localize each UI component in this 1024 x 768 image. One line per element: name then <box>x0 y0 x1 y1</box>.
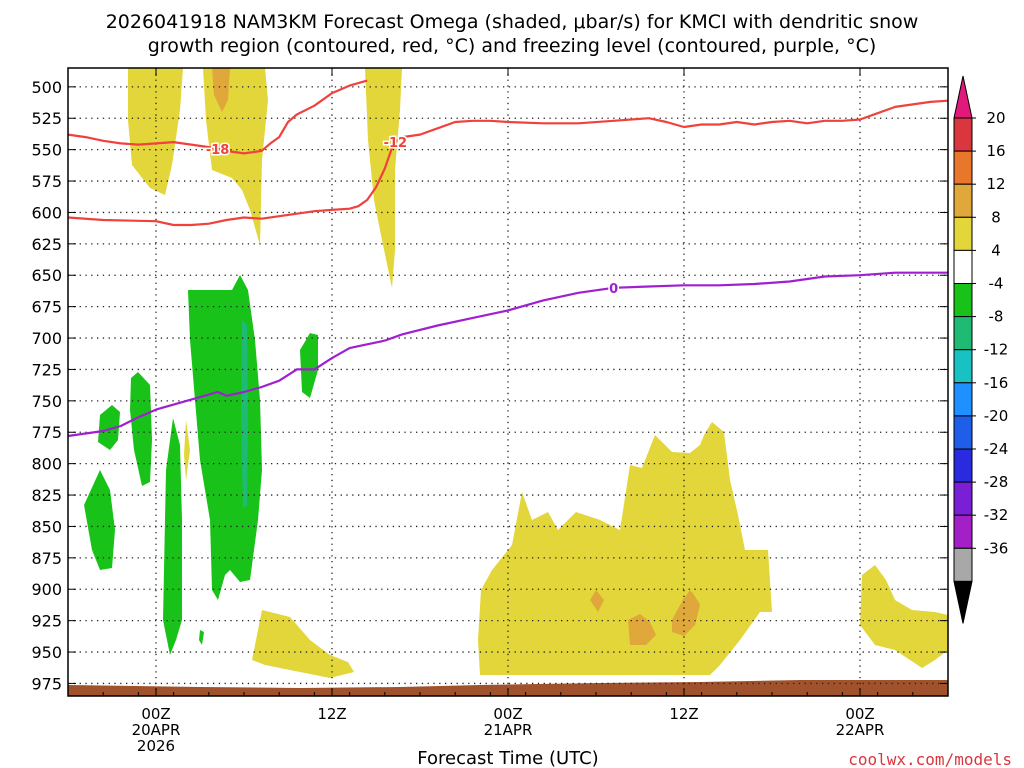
colorbar-top-arrow <box>953 75 973 119</box>
colorbar: 20 16 12 8 4 -4 -8 -12 -16 -20 -24 -28 -32 -36 <box>953 75 1009 624</box>
contour-line <box>67 79 368 155</box>
colorbar-swatch <box>953 216 973 251</box>
x-tick-label: 12Z <box>317 705 346 723</box>
y-tick-label: 575 <box>31 172 62 191</box>
x-tick-label: 21APR <box>484 721 533 739</box>
y-tick-label: 900 <box>31 580 62 599</box>
omega-negative-region <box>84 470 115 570</box>
y-tick-label: 650 <box>31 266 62 285</box>
colorbar-swatch <box>953 349 973 384</box>
colorbar-label: 12 <box>986 175 1005 193</box>
colorbar-label: -16 <box>984 374 1009 392</box>
colorbar-label: -20 <box>984 407 1009 425</box>
colorbar-label: 4 <box>991 241 1001 259</box>
y-tick-label: 525 <box>31 109 62 128</box>
omega-shading <box>68 68 948 696</box>
colorbar-swatch <box>953 117 973 152</box>
omega-negative-region <box>98 405 120 450</box>
colorbar-label: -24 <box>984 440 1009 458</box>
omega-positive-region <box>252 610 354 678</box>
x-tick-label: 22APR <box>836 721 885 739</box>
omega-positive-region <box>203 68 268 245</box>
gridlines <box>68 68 948 696</box>
y-tick-label: 550 <box>31 141 62 160</box>
omega-positive-region <box>860 565 948 668</box>
colorbar-label: 8 <box>991 208 1001 226</box>
omega-negative-region <box>188 275 262 600</box>
omega-negative-region <box>199 630 204 645</box>
contour-label: 0 <box>609 282 618 297</box>
x-tick-label: 00Z <box>493 705 522 723</box>
y-tick-label: 600 <box>31 203 62 222</box>
x-tick-label: 2026 <box>137 737 175 755</box>
colorbar-swatch <box>953 547 973 582</box>
omega-negative-region <box>130 372 152 486</box>
y-tick-label: 750 <box>31 392 62 411</box>
colorbar-swatch <box>953 183 973 218</box>
y-tick-label: 775 <box>31 423 62 442</box>
omega-positive-region <box>365 68 402 288</box>
colorbar-label: 16 <box>986 142 1005 160</box>
y-tick-label: 800 <box>31 455 62 474</box>
omega-positive-region <box>478 422 772 675</box>
contour-label: -12 <box>384 136 408 151</box>
omega-strong-negative-region <box>241 320 248 508</box>
y-tick-label: 500 <box>31 78 62 97</box>
colorbar-swatch <box>953 283 973 318</box>
y-tick-label: 700 <box>31 329 62 348</box>
colorbar-swatch <box>953 249 973 284</box>
colorbar-swatch <box>953 415 973 450</box>
colorbar-swatch <box>953 481 973 516</box>
x-tick-label: 20APR <box>132 721 181 739</box>
colorbar-swatch <box>953 448 973 483</box>
omega-positive-region <box>128 68 183 195</box>
x-tick-label: 00Z <box>141 705 170 723</box>
y-tick-label: 925 <box>31 612 62 631</box>
colorbar-swatch <box>953 382 973 417</box>
y-tick-label: 950 <box>31 643 62 662</box>
colorbar-label: -8 <box>989 308 1004 326</box>
colorbar-swatch <box>953 316 973 351</box>
colorbar-label: -36 <box>984 539 1009 557</box>
omega-negative-region <box>163 418 182 655</box>
colorbar-label: -28 <box>984 473 1009 491</box>
x-tick-label: 12Z <box>669 705 698 723</box>
title-line-1: 2026041918 NAM3KM Forecast Omega (shaded… <box>106 11 919 33</box>
y-tick-label: 875 <box>31 549 62 568</box>
omega-strong-positive-region <box>590 590 604 612</box>
y-tick-label: 625 <box>31 235 62 254</box>
title-line-2: growth region (contoured, red, °C) and f… <box>148 35 877 57</box>
contour-label: -18 <box>206 143 230 158</box>
omega-strong-positive-region <box>628 614 656 645</box>
colorbar-swatch <box>953 514 973 549</box>
contour-line <box>67 271 948 438</box>
y-tick-label: 825 <box>31 486 62 505</box>
omega-strong-positive-region <box>682 592 700 612</box>
plot-area: -12 -18 0 <box>67 67 949 697</box>
credit-text: coolwx.com/models <box>848 750 1012 768</box>
y-tick-label: 850 <box>31 517 62 536</box>
colorbar-label: -4 <box>989 275 1004 293</box>
contours: -12 -18 0 <box>67 79 949 438</box>
y-tick-label: 975 <box>31 674 62 693</box>
contour-line <box>67 99 949 227</box>
x-tick-label: 00Z <box>845 705 874 723</box>
colorbar-label: -32 <box>984 506 1009 524</box>
y-tick-label: 725 <box>31 360 62 379</box>
omega-strong-positive-region <box>212 68 230 112</box>
colorbar-bottom-arrow <box>953 580 973 624</box>
omega-negative-region <box>300 333 318 398</box>
y-tick-label: 675 <box>31 298 62 317</box>
colorbar-label: -12 <box>984 341 1009 359</box>
x-axis-title: Forecast Time (UTC) <box>417 748 598 768</box>
colorbar-label: 20 <box>986 109 1005 127</box>
omega-positive-region <box>184 420 190 480</box>
y-axis: 500 525 550 575 600 625 650 675 700 725 750 775 800 8… <box>31 78 948 693</box>
colorbar-swatch <box>953 150 973 185</box>
